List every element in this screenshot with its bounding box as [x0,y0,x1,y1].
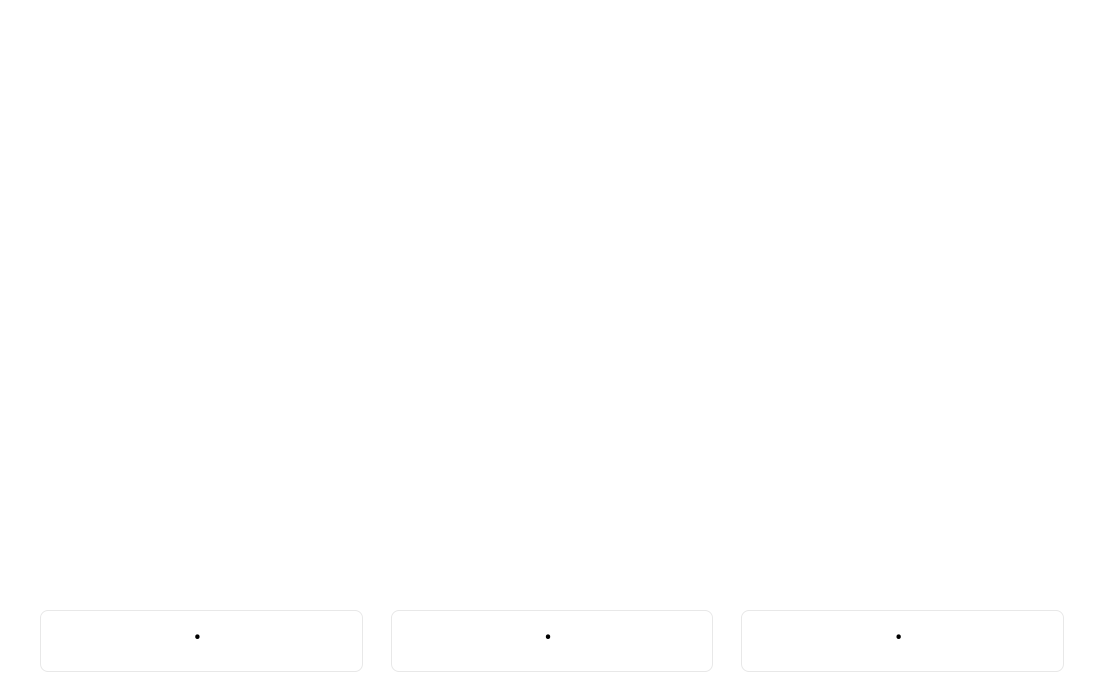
legend-max-title [752,625,1053,649]
legend-avg-card [391,610,714,672]
legend-avg-title [402,625,703,649]
gauge-chart [0,0,1104,560]
legend-min-card [40,610,363,672]
legend-max-card [741,610,1064,672]
cost-gauge-widget [0,0,1104,690]
legend-row [40,610,1064,672]
legend-min-title [51,625,352,649]
